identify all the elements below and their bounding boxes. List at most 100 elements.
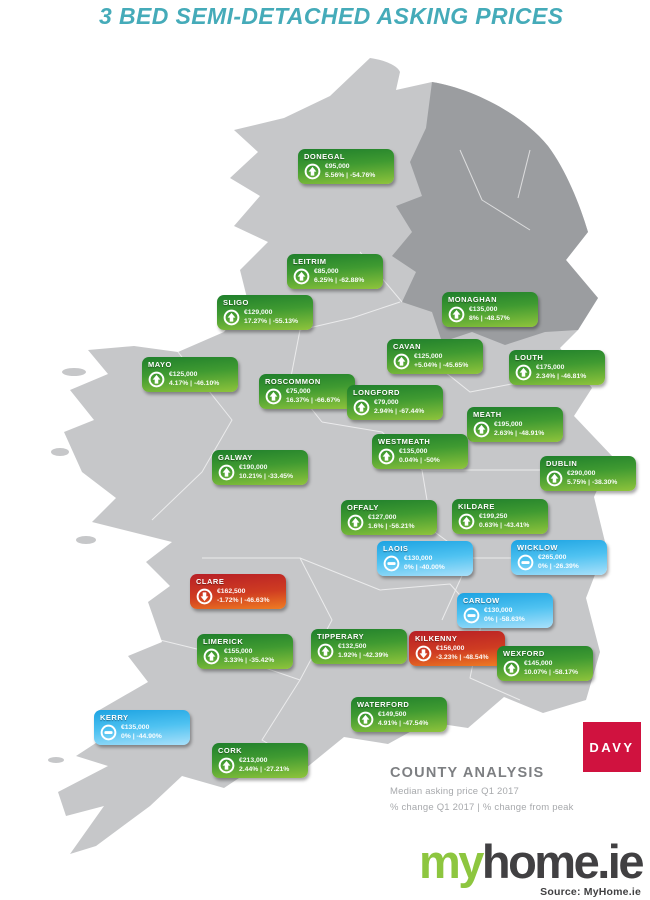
myhome-logo-my: my — [418, 835, 484, 888]
davy-logo: DAVY — [583, 722, 641, 772]
county-name: DONEGAL — [304, 152, 345, 161]
county-change: 17.27% | -55.13% — [244, 317, 299, 325]
county-price: €195,000 — [494, 421, 523, 429]
county-badge-mayo: MAYO €125,000 4.17% | -46.10% — [142, 357, 238, 392]
county-badge-cork: CORK €213,000 2.44% | -27.21% — [212, 743, 308, 778]
county-badge-kerry: KERRY €135,000 0% | -44.90% — [94, 710, 190, 745]
northern-ireland-region — [392, 82, 598, 345]
county-name: CORK — [218, 746, 243, 755]
county-name: MONAGHAN — [448, 295, 497, 304]
county-price: €95,000 — [325, 163, 350, 171]
county-change: 0% | -44.90% — [121, 732, 162, 740]
county-price: €75,000 — [286, 388, 311, 396]
county-change: 1.6% | -56.21% — [368, 522, 415, 530]
county-change: 2.63% | -48.91% — [494, 429, 545, 437]
county-price: €135,000 — [121, 724, 150, 732]
county-name: WICKLOW — [517, 543, 558, 552]
offshore-islands — [48, 368, 96, 763]
trend-up-icon — [357, 711, 374, 728]
trend-up-icon — [148, 371, 165, 388]
county-badge-roscommon: ROSCOMMON €75,000 16.37% | -66.67% — [259, 374, 355, 409]
county-badge-clare: CLARE €162,500 -1.72% | -46.63% — [190, 574, 286, 609]
county-badge-louth: LOUTH €175,000 2.34% | -46.81% — [509, 350, 605, 385]
county-change: 6.25% | -62.88% — [314, 276, 365, 284]
county-name: CARLOW — [463, 596, 500, 605]
county-name: LONGFORD — [353, 388, 400, 397]
trend-up-icon — [448, 306, 465, 323]
trend-neutral-icon — [100, 724, 117, 741]
page-title: 3 BED SEMI-DETACHED ASKING PRICES — [99, 3, 564, 29]
county-badge-cavan: CAVAN €125,000 +5.04% | -45.65% — [387, 339, 483, 374]
trend-neutral-icon — [517, 554, 534, 571]
county-change: 5.56% | -54.76% — [325, 171, 376, 179]
county-badge-westmeath: WESTMEATH €135,000 0.04% | -50% — [372, 434, 468, 469]
trend-up-icon — [265, 388, 282, 405]
county-name: WESTMEATH — [378, 437, 431, 446]
county-badge-donegal: DONEGAL €95,000 5.56% | -54.76% — [298, 149, 394, 184]
legend-block: COUNTY ANALYSIS Median asking price Q1 2… — [390, 765, 640, 813]
county-price: €162,500 — [217, 588, 246, 596]
county-change: 10.07% | -58.17% — [524, 668, 579, 676]
trend-up-icon — [223, 309, 240, 326]
county-price: €290,000 — [567, 470, 596, 478]
county-badge-dublin: DUBLIN €290,000 5.75% | -38.30% — [540, 456, 636, 491]
legend-heading: COUNTY ANALYSIS — [390, 765, 545, 781]
county-price: €135,000 — [469, 306, 498, 314]
county-badge-waterford: WATERFORD €149,500 4.91% | -47.54% — [351, 697, 447, 732]
county-change: 0.63% | -43.41% — [479, 521, 530, 529]
county-name: OFFALY — [347, 503, 379, 512]
county-change: 3.33% | -35.42% — [224, 656, 275, 664]
county-price: €79,000 — [374, 399, 399, 407]
trend-up-icon — [458, 513, 475, 530]
county-price: €135,000 — [399, 448, 428, 456]
county-change: 4.91% | -47.54% — [378, 719, 429, 727]
county-change: +5.04% | -45.65% — [414, 361, 469, 369]
county-price: €132,500 — [338, 643, 367, 651]
county-name: TIPPERARY — [317, 632, 365, 641]
trend-down-icon — [415, 645, 432, 662]
county-name: GALWAY — [218, 453, 253, 462]
county-change: 4.17% | -46.10% — [169, 379, 220, 387]
county-name: DUBLIN — [546, 459, 578, 468]
county-change: 2.34% | -46.81% — [536, 372, 587, 380]
county-price: €155,000 — [224, 648, 253, 656]
county-change: 16.37% | -66.67% — [286, 396, 341, 404]
trend-up-icon — [353, 399, 370, 416]
county-change: 5.75% | -38.30% — [567, 478, 618, 486]
county-name: WATERFORD — [357, 700, 410, 709]
legend-line-price: Median asking price Q1 2017 — [390, 786, 519, 797]
county-name: SLIGO — [223, 298, 249, 307]
county-name: LIMERICK — [203, 637, 244, 646]
county-name: MAYO — [148, 360, 172, 369]
county-badge-leitrim: LEITRIM €85,000 6.25% | -62.88% — [287, 254, 383, 289]
county-badge-sligo: SLIGO €129,000 17.27% | -55.13% — [217, 295, 313, 330]
county-name: LEITRIM — [293, 257, 327, 266]
county-change: 1.92% | -42.39% — [338, 651, 389, 659]
trend-up-icon — [293, 268, 310, 285]
county-badge-offaly: OFFALY €127,000 1.6% | -56.21% — [341, 500, 437, 535]
county-name: KILKENNY — [415, 634, 458, 643]
county-price: €125,000 — [169, 371, 198, 379]
county-name: WEXFORD — [503, 649, 545, 658]
county-badge-wicklow: WICKLOW €265,000 0% | -26.39% — [511, 540, 607, 575]
county-price: €156,000 — [436, 645, 465, 653]
county-price: €199,250 — [479, 513, 508, 521]
county-badge-kildare: KILDARE €199,250 0.63% | -43.41% — [452, 499, 548, 534]
county-change: 0.04% | -50% — [399, 456, 440, 464]
trend-up-icon — [393, 353, 410, 370]
trend-neutral-icon — [383, 555, 400, 572]
trend-up-icon — [347, 514, 364, 531]
county-name: KILDARE — [458, 502, 495, 511]
county-badge-limerick: LIMERICK €155,000 3.33% | -35.42% — [197, 634, 293, 669]
county-price: €85,000 — [314, 268, 339, 276]
county-name: ROSCOMMON — [265, 377, 321, 386]
trend-up-icon — [218, 464, 235, 481]
county-name: LAOIS — [383, 544, 409, 553]
myhome-logo: myhome.ie — [418, 835, 645, 888]
county-badge-carlow: CARLOW €130,000 0% | -58.63% — [457, 593, 553, 628]
county-price: €130,000 — [404, 555, 433, 563]
county-change: 2.44% | -27.21% — [239, 765, 290, 773]
county-badge-galway: GALWAY €190,000 10.21% | -33.45% — [212, 450, 308, 485]
county-name: CAVAN — [393, 342, 422, 351]
county-price: €127,000 — [368, 514, 397, 522]
